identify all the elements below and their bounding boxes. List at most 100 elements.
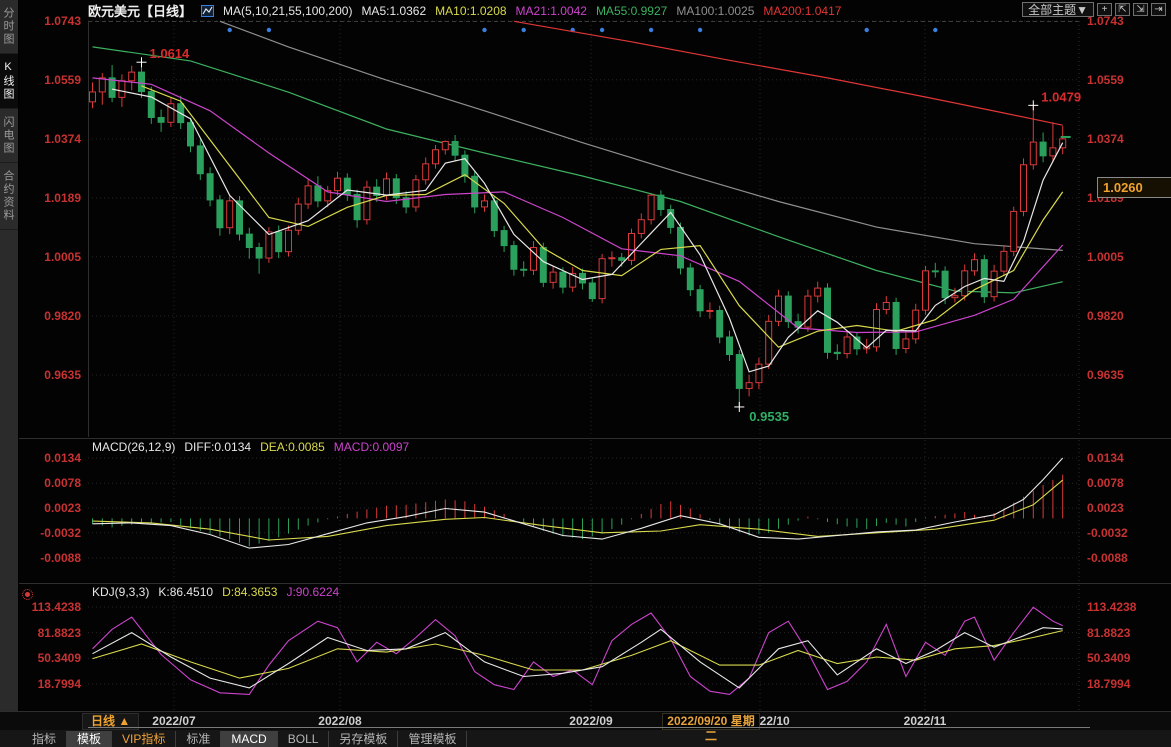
current-price-box: 1.0260 [1097,177,1171,198]
candle [559,271,567,288]
month-label: 2022/07 [152,714,196,728]
symbol-title: 欧元美元【日线】 [88,4,193,19]
candle [1039,141,1047,157]
candle [1049,147,1057,157]
kdj-j-value: J:90.6224 [286,585,340,599]
macd-macd-value: MACD:0.0097 [333,440,410,454]
zoom-right-icon[interactable]: ⇲ [1133,3,1148,16]
kdj-chart[interactable] [88,585,1080,711]
indicator-line [92,77,1064,334]
pane-divider [18,438,1171,439]
candle [1010,210,1018,252]
candle [118,80,126,98]
candle [951,295,959,299]
indicator-line [219,20,1063,251]
candle [255,247,263,259]
top-controls: 全部主题▼ + ⇱ ⇲ ⇥ [1022,2,1166,17]
horizontal-scrollbar[interactable] [88,727,1090,728]
kdj-axis-label: 50.3409 [1087,651,1131,666]
candle [265,231,273,259]
candle [814,287,822,297]
candle [461,154,469,177]
sidebar-item-contract-info[interactable]: 合约资料 [0,163,18,230]
sidebar-item-flash-chart[interactable]: 闪电图 [0,109,18,163]
main-axis-label: 0.9820 [44,308,81,323]
candle [843,336,851,355]
macd-axis-label: -0.0088 [40,551,81,565]
month-label: 2022/09 [569,714,613,728]
candle [167,103,175,123]
ma200-legend: MA200:1.0417 [763,3,842,18]
macd-axis-label: -0.0032 [40,525,81,540]
pane-divider [18,583,1171,584]
candle [647,194,655,221]
candle [285,229,292,253]
indicator-marker-icon[interactable] [22,589,33,600]
event-dot [697,27,703,33]
candle [657,194,665,211]
zoom-extents-icon[interactable]: ⇱ [1115,3,1130,16]
sidebar-item-candlestick-chart[interactable]: K线图 [0,54,18,109]
kdj-axis-label: 81.8823 [37,625,81,640]
candle [245,233,253,249]
tab-vip-indicators[interactable]: VIP指标 [111,730,175,747]
tab-indicators[interactable]: 指标 [32,731,57,746]
candle [824,287,831,353]
candle [157,116,165,123]
macd-chart[interactable] [88,440,1080,583]
ma10-legend: MA10:1.0208 [435,3,507,18]
candle [1020,164,1027,212]
candle [922,270,929,311]
candle [294,203,302,231]
candle [539,247,547,283]
kdj-d-value: D:84.3653 [222,585,278,599]
indicator-line [92,627,1063,689]
candle [412,179,420,208]
tab-templates[interactable]: 模板 [66,730,112,747]
candle [549,271,557,283]
main-candlestick-chart[interactable]: 1.0614 1.0479 0.9535 [88,20,1081,437]
theme-dropdown[interactable]: 全部主题▼ [1022,2,1094,17]
time-axis: 日线 ▲ 2022/07 2022/08 2022/09 2022/10 202… [0,711,1171,743]
candle [196,145,204,175]
candle [990,270,998,298]
macd-axis-label: 0.0134 [1087,451,1124,465]
candle [422,163,430,181]
tab-macd[interactable]: MACD [220,730,277,747]
macd-header: MACD(26,12,9) DIFF:0.0134 DEA:0.0085 MAC… [92,440,409,454]
indicator-line [92,457,1064,549]
candle [206,173,214,201]
crosshair-move-icon[interactable]: + [1097,3,1112,16]
candle [892,301,900,349]
tab-save-template[interactable]: 另存模板 [328,730,397,747]
candle [216,199,224,229]
candle [726,336,733,356]
tab-manage-templates[interactable]: 管理模板 [397,730,468,747]
tab-boll[interactable]: BOLL [276,730,329,747]
main-axis-label: 1.0005 [1087,249,1124,264]
candle [226,200,234,229]
macd-axis-label: -0.0032 [1087,525,1128,540]
main-axis-label: 1.0559 [44,72,81,87]
candle [324,190,332,202]
kdj-title[interactable]: KDJ(9,3,3) [92,585,150,599]
kdj-axis-label: 81.8823 [1087,625,1131,640]
sidebar-item-time-chart[interactable]: 分时图 [0,0,18,54]
month-label: 2022/08 [318,714,362,728]
candle [902,338,910,349]
tab-standard[interactable]: 标准 [175,730,220,747]
ma100-legend: MA100:1.0025 [676,3,755,18]
period-selector[interactable]: 日线 ▲ [82,713,140,730]
main-axis-label: 0.9635 [1087,368,1124,382]
macd-axis-label: -0.0088 [1087,551,1128,565]
ma-settings-label: MA(5,10,21,55,100,200) [223,3,353,18]
candle [961,270,969,297]
macd-title[interactable]: MACD(26,12,9) [92,440,176,454]
candle [804,295,812,328]
macd-axis-label: 0.0078 [44,476,81,491]
candle [735,354,743,389]
candle [363,186,371,221]
goto-latest-icon[interactable]: ⇥ [1151,3,1166,16]
candle [471,175,479,208]
candle [236,200,243,235]
